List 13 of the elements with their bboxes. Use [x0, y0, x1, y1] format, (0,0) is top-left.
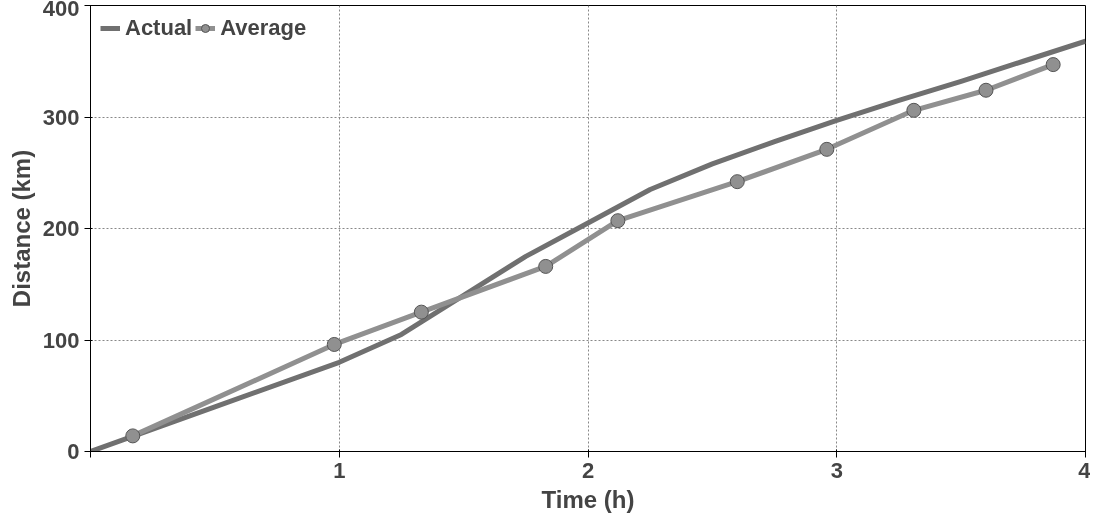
y-axis-title: Distance (km)	[7, 149, 35, 308]
y-tick-label: 100	[42, 327, 80, 353]
y-tick-label: 300	[42, 104, 80, 130]
y-tick-label: 0	[67, 439, 80, 464]
y-tick-label: 200	[42, 216, 80, 241]
x-tick-label: 4	[1078, 457, 1092, 483]
x-tick-label: 2	[581, 457, 595, 483]
x-axis-title: Time (h)	[541, 485, 635, 513]
x-tick-label: 3	[830, 457, 843, 483]
x-tick-label: 1	[333, 457, 346, 483]
legend-label: Average	[220, 15, 307, 41]
y-tick-label: 400	[42, 0, 80, 21]
legend-label: Actual	[125, 15, 193, 41]
